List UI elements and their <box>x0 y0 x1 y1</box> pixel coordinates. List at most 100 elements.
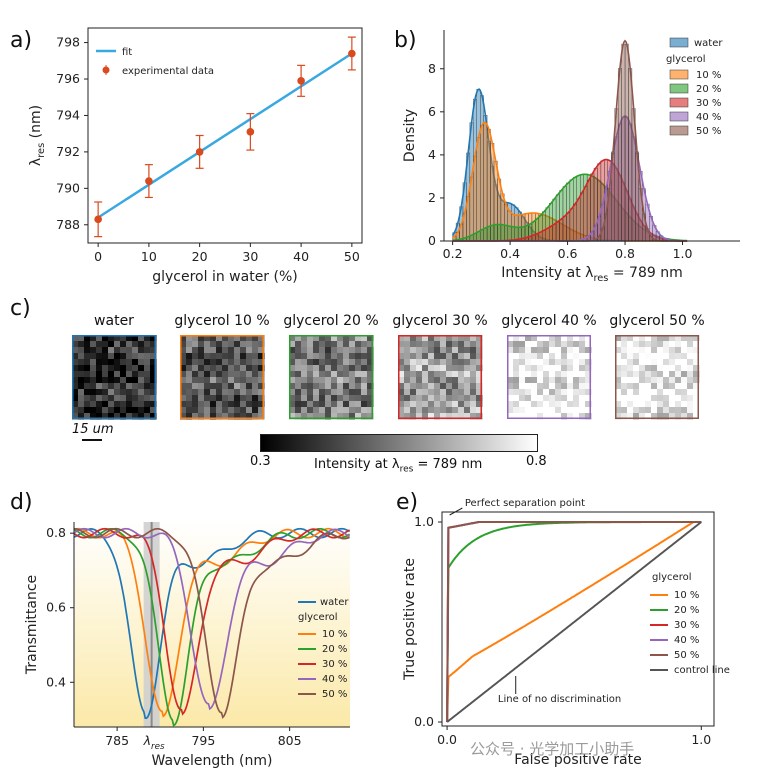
image-pixel <box>675 347 682 354</box>
image-pixel <box>663 401 670 408</box>
image-pixel <box>537 395 544 402</box>
hist-bar <box>549 226 553 242</box>
image-pixel <box>663 377 670 384</box>
y-tick-label: 788 <box>56 217 80 232</box>
image-pixel <box>96 401 103 408</box>
data-point <box>297 77 305 85</box>
image-pixel <box>428 365 435 372</box>
intensity-image <box>398 335 483 420</box>
image-pixel <box>651 353 658 360</box>
image-pixel <box>337 401 344 408</box>
image-pixel <box>645 341 652 348</box>
image-pixel <box>404 413 411 420</box>
image-pixel <box>132 353 139 360</box>
image-pixel <box>120 353 127 360</box>
image-pixel <box>325 383 332 390</box>
image-pixel <box>416 389 423 396</box>
image-pixel <box>446 389 453 396</box>
image-pixel <box>687 347 694 354</box>
image-pixel <box>252 365 259 372</box>
image-pixel <box>343 413 350 420</box>
image-pixel <box>537 335 544 342</box>
image-pixel <box>543 335 550 342</box>
image-pixel <box>84 365 91 372</box>
image-pixel <box>307 407 314 414</box>
image-pixel <box>537 359 544 366</box>
image-pixel <box>210 341 217 348</box>
image-pixel <box>108 347 115 354</box>
image-pixel <box>114 353 121 360</box>
image-pixel <box>585 395 592 402</box>
image-pixel <box>398 395 405 402</box>
image-pixel <box>228 395 235 402</box>
image-pixel <box>693 353 700 360</box>
image-pixel <box>361 413 368 420</box>
image-pixel <box>301 359 308 366</box>
image-pixel <box>627 371 634 378</box>
image-pixel <box>355 413 362 420</box>
image-frame <box>507 335 591 419</box>
legend-swatch <box>669 125 689 136</box>
x-tick-label: 0 <box>94 249 102 264</box>
image-pixel <box>72 365 79 372</box>
image-pixel <box>331 401 338 408</box>
image-pixel <box>337 413 344 420</box>
hist-bar <box>576 198 581 242</box>
image-pixel <box>307 335 314 342</box>
image-pixel <box>531 335 538 342</box>
image-pixel <box>301 395 308 402</box>
image-pixel <box>252 413 259 420</box>
image-pixel <box>367 365 374 372</box>
image-pixel <box>234 347 241 354</box>
image-pixel <box>180 371 187 378</box>
image-pixel <box>573 347 580 354</box>
image-pixel <box>452 335 459 342</box>
image-pixel <box>428 395 435 402</box>
image-pixel <box>675 371 682 378</box>
image-pixel <box>204 377 211 384</box>
image-pixel <box>464 353 471 360</box>
image-pixel <box>198 383 205 390</box>
image-pixel <box>567 401 574 408</box>
image-pixel <box>440 389 447 396</box>
image-pixel <box>246 359 253 366</box>
image-pixel <box>639 413 646 420</box>
image-pixel <box>543 407 550 414</box>
image-pixel <box>216 335 223 342</box>
image-pixel <box>669 407 676 414</box>
image-pixel <box>84 389 91 396</box>
image-pixel <box>301 335 308 342</box>
image-pixel <box>72 389 79 396</box>
image-pixel <box>434 365 441 372</box>
image-pixel <box>313 359 320 366</box>
image-pixel <box>301 413 308 420</box>
image-pixel <box>573 335 580 342</box>
image-pixel <box>428 353 435 360</box>
image-pixel <box>216 359 223 366</box>
image-pixel <box>295 365 302 372</box>
image-pixel <box>210 401 217 408</box>
image-pixel <box>585 335 592 342</box>
image-pixel <box>186 347 193 354</box>
image-pixel <box>645 401 652 408</box>
image-pixel <box>102 401 109 408</box>
image-pixel <box>319 365 326 372</box>
image-pixel <box>410 401 417 408</box>
image-pixel <box>186 383 193 390</box>
intensity-image <box>507 335 592 420</box>
image-label: glycerol 20 % <box>283 313 379 329</box>
image-pixel <box>313 389 320 396</box>
image-pixel <box>579 335 586 342</box>
image-pixel <box>313 377 320 384</box>
image-pixel <box>519 395 526 402</box>
image-pixel <box>234 383 241 390</box>
image-pixel <box>645 365 652 372</box>
image-pixel <box>144 395 151 402</box>
image-pixel <box>458 347 465 354</box>
image-pixel <box>72 413 79 420</box>
image-pixel <box>228 413 235 420</box>
image-pixel <box>476 407 483 414</box>
image-pixel <box>192 353 199 360</box>
image-pixel <box>337 389 344 396</box>
image-pixel <box>84 377 91 384</box>
